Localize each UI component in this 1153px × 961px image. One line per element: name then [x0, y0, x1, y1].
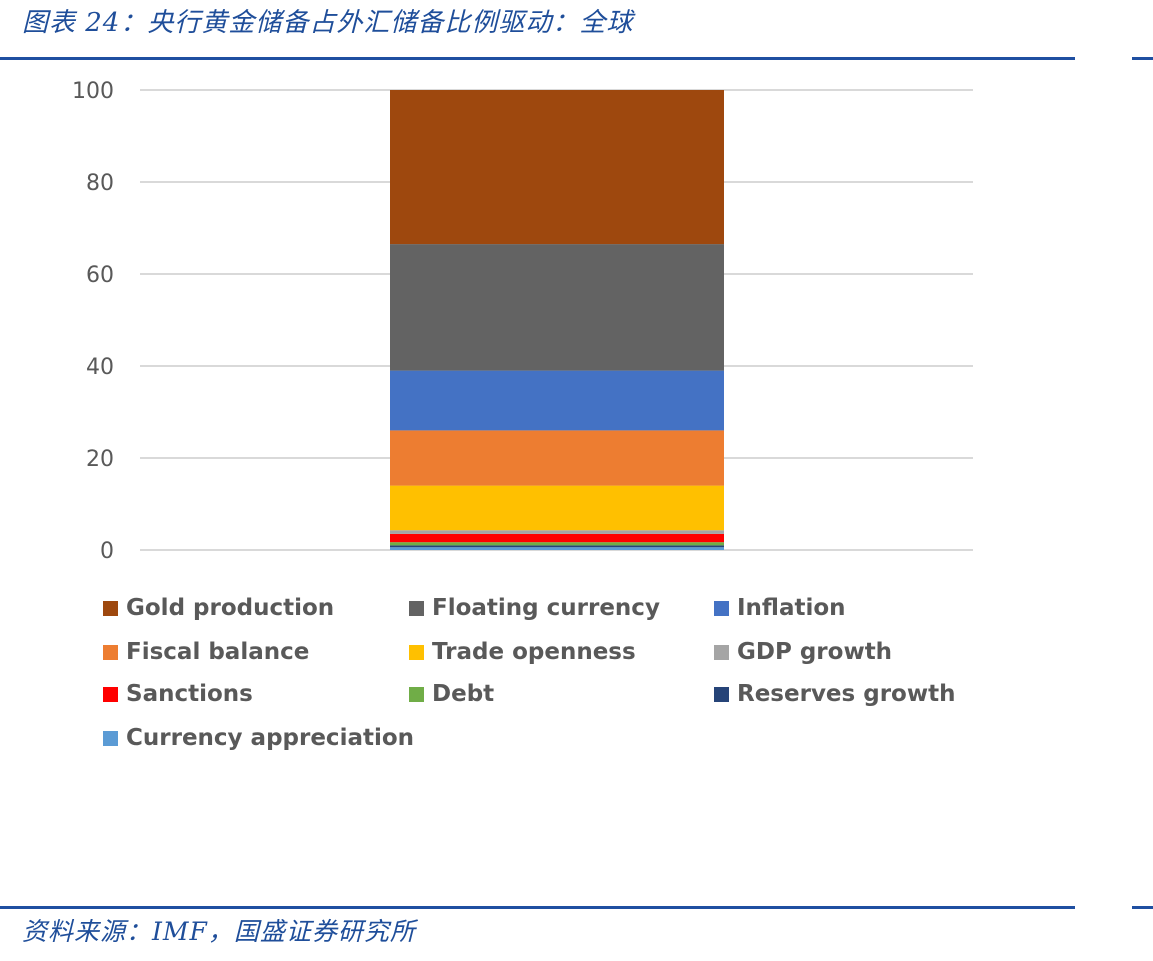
bar-segment-sanctions [390, 533, 724, 543]
figure-source: 资料来源：IMF，国盛证券研究所 [22, 917, 416, 946]
bar-segment-fiscal-balance [390, 430, 724, 486]
bar-segment-currency-appreciation [390, 547, 724, 550]
y-tick-label-100: 100 [72, 79, 114, 104]
bar-segment-trade-openness [390, 485, 724, 531]
bar-segment-gold-production [390, 90, 724, 245]
y-tick-label-20: 20 [86, 447, 114, 472]
footer-rule [0, 906, 1075, 909]
header-rule [0, 57, 1075, 60]
bar-segment-debt [390, 542, 724, 546]
footer-rule-right [1132, 906, 1153, 909]
bar-segment-inflation [390, 370, 724, 431]
y-tick-label-0: 0 [100, 539, 114, 564]
y-tick-label-40: 40 [86, 355, 114, 380]
y-tick-label-80: 80 [86, 171, 114, 196]
y-tick-label-60: 60 [86, 263, 114, 288]
figure-title: 图表 24：央行黄金储备占外汇储备比例驱动：全球 [22, 8, 634, 38]
bar-segment-gdp-growth [390, 530, 724, 534]
bar-segment-floating-currency [390, 244, 724, 371]
bar-segment-reserves-growth [390, 545, 724, 548]
header-rule-right [1132, 57, 1153, 60]
